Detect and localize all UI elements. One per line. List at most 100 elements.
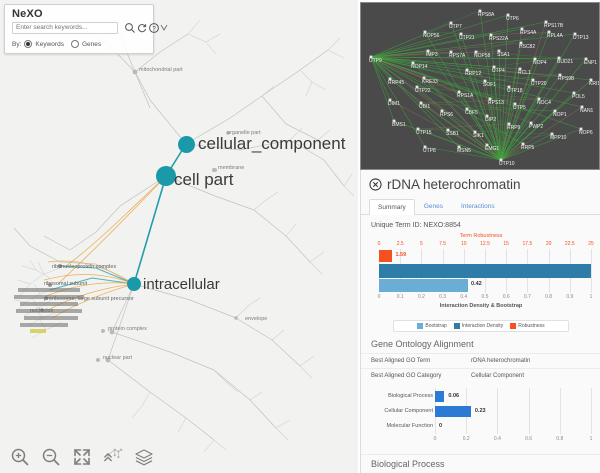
gene-node[interactable] — [547, 30, 551, 34]
gene-node[interactable] — [465, 107, 469, 111]
bar-interaction-density[interactable] — [379, 264, 591, 278]
gene-node[interactable] — [584, 57, 588, 61]
gene-label[interactable]: DIP2 — [485, 117, 496, 123]
gene-label[interactable]: RPS17B — [544, 23, 564, 29]
gene-label[interactable]: UTP10 — [499, 161, 515, 167]
gene-label[interactable]: CBF5 — [465, 110, 478, 116]
ontology-node-cell-part[interactable] — [156, 166, 176, 186]
search-filter-row[interactable]: By: Keywords Genes — [12, 40, 105, 48]
gene-label[interactable]: KRI1 — [589, 81, 599, 87]
gene-node[interactable] — [419, 101, 423, 105]
gene-label[interactable]: HSC82 — [519, 44, 535, 50]
gene-node[interactable] — [499, 158, 503, 162]
gene-label[interactable]: NOP1 — [553, 112, 567, 118]
gene-node[interactable] — [388, 98, 392, 102]
gene-interaction-network[interactable]: UTP9 UTP7 RPS8A UTP6 RPS17B NOP56 IMP3 UTP21 RPS… — [360, 2, 600, 170]
gene-label[interactable]: DIM1 — [388, 101, 400, 107]
gene-node[interactable] — [553, 109, 557, 113]
collapse-icon[interactable] — [103, 447, 123, 467]
gene-node[interactable] — [506, 13, 510, 17]
gene-label[interactable]: NOP58 — [474, 53, 491, 59]
gene-node[interactable] — [579, 127, 583, 131]
gene-node[interactable] — [440, 109, 444, 113]
ontology-node-intracellular[interactable] — [127, 277, 141, 291]
gene-node[interactable] — [489, 33, 493, 37]
gene-node[interactable] — [537, 97, 541, 101]
gene-label[interactable]: UTP7 — [449, 24, 462, 30]
ontology-label-protein-complex[interactable]: protein complex — [108, 326, 147, 332]
layers-icon[interactable] — [134, 447, 154, 467]
gene-label[interactable]: BMS1 — [392, 122, 406, 128]
reset-icon[interactable] — [136, 22, 148, 34]
ontology-label-organelle-part[interactable]: organelle part — [227, 130, 261, 136]
close-circle-icon[interactable] — [369, 178, 382, 191]
ontology-node-dot[interactable] — [96, 358, 100, 362]
gene-node[interactable] — [558, 73, 562, 77]
zoom-out-icon[interactable] — [41, 447, 61, 467]
ontology-label-envelope[interactable]: envelope — [245, 316, 268, 322]
gene-node[interactable] — [392, 119, 396, 123]
gene-label[interactable]: RRP5 — [521, 145, 535, 151]
gene-node[interactable] — [449, 50, 453, 54]
gene-node[interactable] — [416, 127, 420, 131]
gene-label[interactable]: RPS9B — [558, 76, 575, 82]
ontology-label-preribosome[interactable]: preribosome, large subunit precursor — [44, 296, 134, 302]
gene-node[interactable] — [589, 78, 593, 82]
gene-node[interactable] — [473, 130, 477, 134]
gene-node[interactable] — [492, 65, 496, 69]
gene-node[interactable] — [531, 78, 535, 82]
gene-label[interactable]: NOP56 — [423, 33, 440, 39]
gene-label[interactable]: UTP5 — [513, 105, 526, 111]
search-icon[interactable] — [124, 22, 136, 34]
gene-label[interactable]: RRP9 — [507, 125, 521, 131]
gene-label[interactable]: MSN5 — [457, 148, 471, 154]
gene-node[interactable] — [426, 49, 430, 53]
ontology-label-cellular-component[interactable]: cellular_component — [198, 134, 346, 153]
bar-robustness[interactable] — [379, 250, 393, 262]
go-category-bar[interactable] — [435, 391, 445, 402]
ontology-label-ribonucleoprotein-complex[interactable]: ribonucleoprotein complex — [52, 264, 117, 270]
legend-item[interactable]: Bootstrap — [417, 323, 447, 329]
gene-label[interactable]: UTP15 — [416, 130, 432, 136]
details-tabs[interactable]: Summary Genes Interactions — [361, 198, 600, 215]
gene-node[interactable] — [550, 132, 554, 136]
gene-node[interactable] — [446, 128, 450, 132]
gene-label[interactable]: PWP2 — [529, 124, 543, 130]
gene-node[interactable] — [423, 145, 427, 149]
legend-item[interactable]: Interaction Density — [453, 323, 503, 329]
tree-toolbar[interactable] — [0, 441, 358, 473]
gene-label[interactable]: SOF1 — [483, 82, 496, 88]
more-icon[interactable] — [160, 22, 168, 34]
gene-node[interactable] — [415, 85, 419, 89]
gene-node[interactable] — [485, 143, 489, 147]
gene-label[interactable]: RPS6 — [440, 112, 453, 118]
gene-label[interactable]: IMP3 — [426, 52, 438, 58]
search-input[interactable] — [12, 22, 118, 34]
gene-label[interactable]: KRE33 — [422, 79, 438, 85]
gene-label[interactable]: NOP14 — [411, 64, 428, 70]
metrics-legend[interactable]: Bootstrap Interaction Density Robustness — [393, 320, 569, 332]
ontology-label-intracellular[interactable]: intracellular — [143, 276, 220, 293]
gene-node[interactable] — [533, 57, 537, 61]
gene-label[interactable]: RPS4A — [520, 30, 537, 36]
tab-interactions[interactable]: Interactions — [460, 203, 495, 210]
gene-label[interactable]: EMG1 — [485, 146, 499, 152]
gene-node[interactable] — [519, 41, 523, 45]
gene-label[interactable]: RRP12 — [465, 71, 481, 77]
ontology-node-dot[interactable] — [101, 329, 105, 333]
gene-label[interactable]: NOP6 — [579, 130, 593, 136]
gene-node[interactable] — [507, 122, 511, 126]
gene-node[interactable] — [520, 27, 524, 31]
gene-label[interactable]: UTP8 — [423, 148, 436, 154]
gene-label[interactable]: UTP18 — [507, 88, 523, 94]
term-details-panel[interactable]: rDNA heterochromatin Summary Genes Inter… — [360, 170, 600, 473]
ontology-label-mitochondrial-part[interactable]: mitochondrial part — [139, 67, 183, 73]
ontology-node-cellular-component[interactable] — [178, 136, 195, 153]
gene-node[interactable] — [573, 32, 577, 36]
gene-label[interactable]: SIK1 — [473, 133, 484, 139]
gene-label[interactable]: RPS7A — [449, 53, 466, 59]
gene-label[interactable]: RCL1 — [518, 70, 531, 76]
ontology-node-dot[interactable] — [212, 168, 216, 172]
legend-item[interactable]: Robustness — [510, 323, 545, 329]
gene-node[interactable] — [557, 56, 561, 60]
